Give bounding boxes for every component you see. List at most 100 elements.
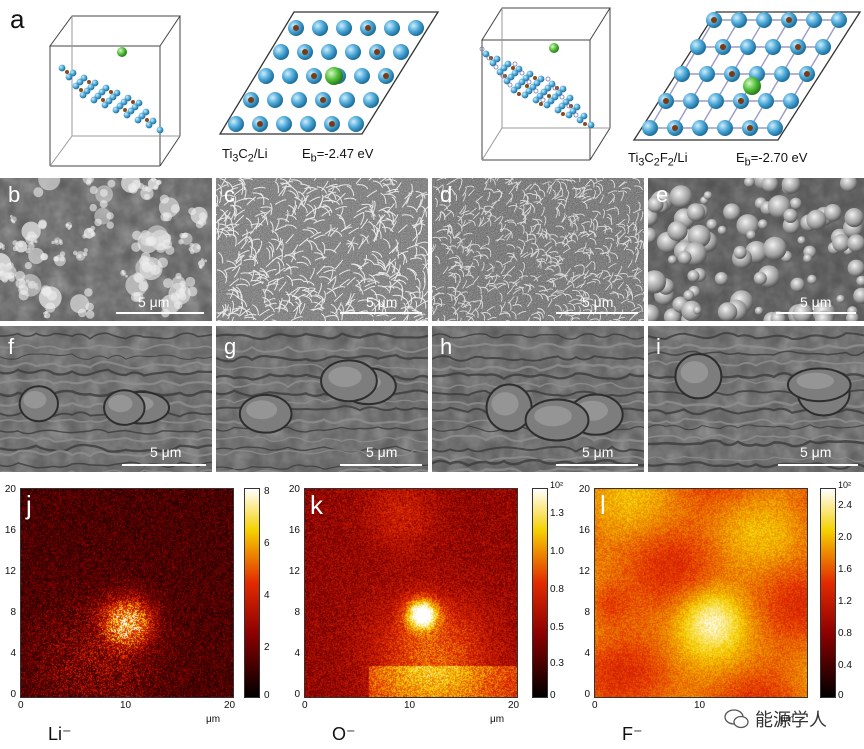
scale-label-b: 5 μm <box>138 294 170 310</box>
colorbar-j <box>244 488 260 698</box>
colorbar-tick: 8 <box>264 486 270 497</box>
colorbar-tick: 1.2 <box>838 596 852 607</box>
x-tick: 10 <box>404 700 416 711</box>
colorbar-tick: 0.8 <box>838 628 852 639</box>
y-tick: 4 <box>10 648 16 659</box>
sem-panel-f: f 5 μm <box>0 326 212 472</box>
panel-label-j: j <box>26 490 32 520</box>
y-tick: 0 <box>584 689 590 700</box>
structure-2-top-view <box>632 11 862 141</box>
colorbar-tick: 2.0 <box>838 532 852 543</box>
y-tick: 8 <box>584 607 590 618</box>
scale-label-e: 5 μm <box>800 294 832 310</box>
sem-panel-h: h 5 μm <box>432 326 644 472</box>
x-tick: 0 <box>302 700 308 711</box>
x-tick: 10 <box>694 700 706 711</box>
sem-panel-g: g 5 μm <box>216 326 428 472</box>
sem-panel-e: e 5 μm <box>648 178 864 321</box>
y-tick: 12 <box>288 566 300 577</box>
y-tick: 20 <box>288 484 300 495</box>
scale-bar-c <box>340 312 422 314</box>
x-unit-j: μm <box>206 714 221 725</box>
panel-label-b: b <box>8 182 21 207</box>
panel-label-h: h <box>440 334 453 359</box>
heatmap-li <box>20 488 234 698</box>
x-tick: 0 <box>18 700 24 711</box>
colorbar-exponent: 10² <box>838 480 852 490</box>
structure-1-side-view <box>49 15 181 167</box>
colorbar-tick: 1.3 <box>550 508 564 519</box>
x-tick: 10 <box>120 700 132 711</box>
y-tick: 16 <box>4 525 16 536</box>
structure-1-binding-energy: Eb=-2.47 eV <box>302 146 374 165</box>
map-panel-l: l 20 16 12 8 4 0 0 10 μm F⁻ 10² 2.4 2.0 … <box>574 478 864 749</box>
colorbar-k <box>532 488 548 698</box>
heatmap-f <box>594 488 808 698</box>
structure-2-formula: Ti3C2F2/Li <box>628 150 688 169</box>
x-tick: 0 <box>592 700 598 711</box>
colorbar-tick: 0.8 <box>550 584 564 595</box>
y-tick: 12 <box>4 566 16 577</box>
sem-panel-i: i 5 μm <box>648 326 864 472</box>
sem-panel-d: d 5 μm <box>432 178 644 321</box>
panel-label-l: l <box>600 490 606 520</box>
sem-panel-c: c 5 μm <box>216 178 428 321</box>
wechat-icon <box>724 709 749 729</box>
panel-label-k: k <box>310 490 323 520</box>
structure-1-formula: Ti3C2/Li <box>222 146 268 165</box>
scale-label-f: 5 μm <box>150 444 182 460</box>
colorbar-tick: 0 <box>550 690 556 701</box>
y-tick: 4 <box>294 648 300 659</box>
colorbar-tick: 2 <box>264 642 270 653</box>
colorbar-tick: 0 <box>264 690 270 701</box>
y-tick: 8 <box>294 607 300 618</box>
scale-bar-h <box>556 464 638 466</box>
panel-label-i: i <box>656 334 661 359</box>
ion-label-o: O⁻ <box>332 724 356 744</box>
colorbar-tick: 0.4 <box>838 660 852 671</box>
y-axis-k: 20 16 12 8 4 0 <box>284 482 302 704</box>
panel-label-a: a <box>10 4 25 34</box>
colorbar-l <box>820 488 836 698</box>
structure-2-side-view <box>479 7 611 161</box>
x-tick: 20 <box>224 700 236 711</box>
y-axis-j: 20 16 12 8 4 0 <box>0 482 18 704</box>
x-unit-l: μm <box>780 714 795 725</box>
colorbar-tick: 4 <box>264 590 270 601</box>
y-axis-l: 20 16 12 8 4 0 <box>574 482 592 704</box>
sem-panel-b: b 5 μm <box>0 178 212 321</box>
y-tick: 20 <box>4 484 16 495</box>
scale-bar-b <box>116 312 204 314</box>
y-tick: 4 <box>584 648 590 659</box>
scale-bar-e <box>776 312 856 314</box>
y-tick: 20 <box>578 484 590 495</box>
map-panel-k: k 20 16 12 8 4 0 0 10 20 μm O⁻ 10² 1.3 1… <box>284 478 574 749</box>
panel-label-e: e <box>656 182 669 207</box>
scale-bar-g <box>340 464 422 466</box>
scale-bar-f <box>122 464 206 466</box>
scale-label-c: 5 μm <box>366 294 398 310</box>
y-tick: 8 <box>10 607 16 618</box>
ion-label-f: F⁻ <box>622 724 643 744</box>
panel-label-d: d <box>440 182 453 207</box>
y-tick: 0 <box>294 689 300 700</box>
colorbar-tick: 1.6 <box>838 564 852 575</box>
x-unit-k: μm <box>490 714 505 725</box>
colorbar-tick: 0.3 <box>550 658 564 669</box>
y-tick: 16 <box>288 525 300 536</box>
panel-label-f: f <box>8 334 15 359</box>
y-tick: 12 <box>578 566 590 577</box>
colorbar-tick: 2.4 <box>838 500 852 511</box>
scale-label-d: 5 μm <box>582 294 614 310</box>
scale-label-g: 5 μm <box>366 444 398 460</box>
watermark: 能源学人 <box>724 706 827 732</box>
watermark-text: 能源学人 <box>755 710 827 730</box>
ion-label-li: Li⁻ <box>48 724 72 744</box>
scale-bar-i <box>778 464 858 466</box>
colorbar-tick: 0.5 <box>550 622 564 633</box>
y-tick: 0 <box>10 689 16 700</box>
colorbar-tick: 6 <box>264 538 270 549</box>
structure-1-top-view <box>218 11 440 135</box>
heatmap-o <box>304 488 518 698</box>
structure-2-binding-energy: Eb=-2.70 eV <box>736 150 808 169</box>
